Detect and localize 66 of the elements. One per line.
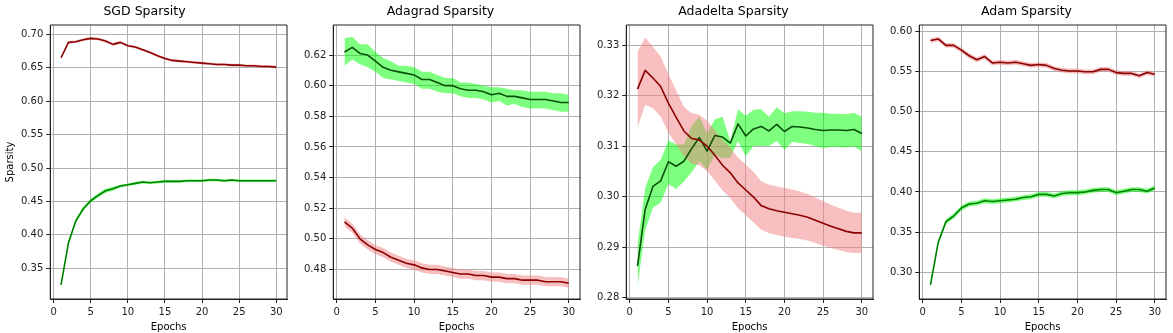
y-tick-label: 0.50 <box>890 105 913 117</box>
y-tick-label: 0.55 <box>21 128 44 140</box>
chart-title: SGD Sparsity <box>103 2 187 18</box>
x-tick-label: 15 <box>1032 305 1046 317</box>
x-tick-label: 10 <box>407 305 421 317</box>
y-tick-label: 0.58 <box>304 109 327 121</box>
x-tick-label: 5 <box>958 305 965 317</box>
x-tick-label: 5 <box>372 305 379 317</box>
y-tick-label: 0.52 <box>304 201 327 213</box>
y-tick-label: 0.40 <box>21 228 44 240</box>
chart-title: Adagrad Sparsity <box>386 2 495 18</box>
x-tick-label: 20 <box>1071 305 1084 317</box>
y-tick-label: 0.33 <box>597 38 620 50</box>
x-tick-label: 20 <box>485 305 498 317</box>
x-tick-label: 15 <box>158 305 172 317</box>
y-tick-label: 0.65 <box>21 61 44 73</box>
chart-title: Adam Sparsity <box>980 2 1073 18</box>
y-tick-label: 0.29 <box>597 240 620 252</box>
y-tick-label: 0.45 <box>890 145 913 157</box>
y-tick-label: 0.28 <box>597 291 620 303</box>
y-axis-title: Sparsity <box>3 141 15 183</box>
y-tick-label: 0.56 <box>304 140 327 152</box>
x-tick-label: 10 <box>700 305 714 317</box>
y-tick-label: 0.45 <box>21 195 44 207</box>
x-tick-label: 25 <box>1109 305 1123 317</box>
y-tick-label: 0.55 <box>890 65 913 77</box>
x-tick-label: 5 <box>87 305 94 317</box>
y-tick-label: 0.30 <box>890 265 913 277</box>
x-tick-label: 10 <box>993 305 1007 317</box>
y-tick-label: 0.50 <box>21 161 44 173</box>
y-tick-label: 0.60 <box>21 94 44 106</box>
x-tick-label: 25 <box>523 305 537 317</box>
x-axis-title: Epochs <box>150 320 187 332</box>
y-tick-label: 0.60 <box>890 25 913 37</box>
x-tick-label: 30 <box>562 305 576 317</box>
x-tick-label: 20 <box>195 305 209 317</box>
x-tick-label: 30 <box>855 305 869 317</box>
y-tick-label: 0.32 <box>597 89 620 101</box>
y-tick-label: 0.35 <box>890 225 913 237</box>
y-tick-label: 0.40 <box>890 185 913 197</box>
x-tick-label: 30 <box>269 305 283 317</box>
y-tick-label: 0.54 <box>304 171 327 183</box>
y-tick-label: 0.60 <box>304 79 327 91</box>
chart-title: Adadelta Sparsity <box>678 2 790 18</box>
x-tick-label: 30 <box>1148 305 1162 317</box>
x-axis-title: Epochs <box>438 320 475 332</box>
x-tick-label: 25 <box>816 305 830 317</box>
x-tick-label: 0 <box>919 305 926 317</box>
y-tick-label: 0.50 <box>304 232 327 244</box>
x-tick-label: 0 <box>626 305 633 317</box>
x-tick-label: 10 <box>121 305 135 317</box>
x-tick-label: 5 <box>665 305 672 317</box>
x-tick-label: 0 <box>50 305 57 317</box>
x-tick-label: 15 <box>739 305 753 317</box>
y-tick-label: 0.35 <box>21 261 44 273</box>
y-tick-label: 0.48 <box>304 263 327 275</box>
x-tick-label: 20 <box>778 305 791 317</box>
y-tick-label: 0.70 <box>21 27 44 39</box>
x-axis-title: Epochs <box>1024 320 1061 332</box>
y-tick-label: 0.62 <box>304 48 327 60</box>
x-tick-label: 0 <box>333 305 340 317</box>
x-tick-label: 15 <box>446 305 460 317</box>
y-tick-label: 0.31 <box>597 139 620 151</box>
x-tick-label: 25 <box>232 305 246 317</box>
y-tick-label: 0.30 <box>597 190 620 202</box>
x-axis-title: Epochs <box>731 320 768 332</box>
